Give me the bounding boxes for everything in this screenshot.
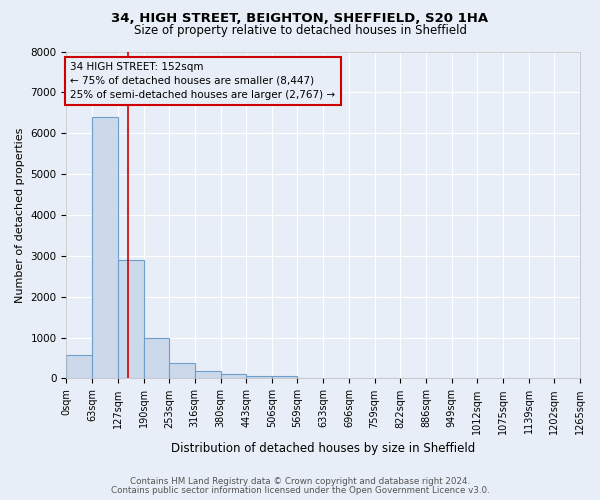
Bar xyxy=(195,372,221,378)
Bar xyxy=(246,376,272,378)
Bar xyxy=(118,260,143,378)
Bar xyxy=(67,354,92,378)
Text: Contains HM Land Registry data © Crown copyright and database right 2024.: Contains HM Land Registry data © Crown c… xyxy=(130,477,470,486)
Bar xyxy=(169,363,195,378)
Text: 34 HIGH STREET: 152sqm
← 75% of detached houses are smaller (8,447)
25% of semi-: 34 HIGH STREET: 152sqm ← 75% of detached… xyxy=(70,62,335,100)
Bar xyxy=(143,338,169,378)
Text: Contains public sector information licensed under the Open Government Licence v3: Contains public sector information licen… xyxy=(110,486,490,495)
Text: Size of property relative to detached houses in Sheffield: Size of property relative to detached ho… xyxy=(133,24,467,37)
Text: 34, HIGH STREET, BEIGHTON, SHEFFIELD, S20 1HA: 34, HIGH STREET, BEIGHTON, SHEFFIELD, S2… xyxy=(112,12,488,26)
Bar xyxy=(221,374,246,378)
X-axis label: Distribution of detached houses by size in Sheffield: Distribution of detached houses by size … xyxy=(171,442,475,455)
Y-axis label: Number of detached properties: Number of detached properties xyxy=(15,128,25,302)
Bar xyxy=(272,376,298,378)
Bar xyxy=(92,117,118,378)
